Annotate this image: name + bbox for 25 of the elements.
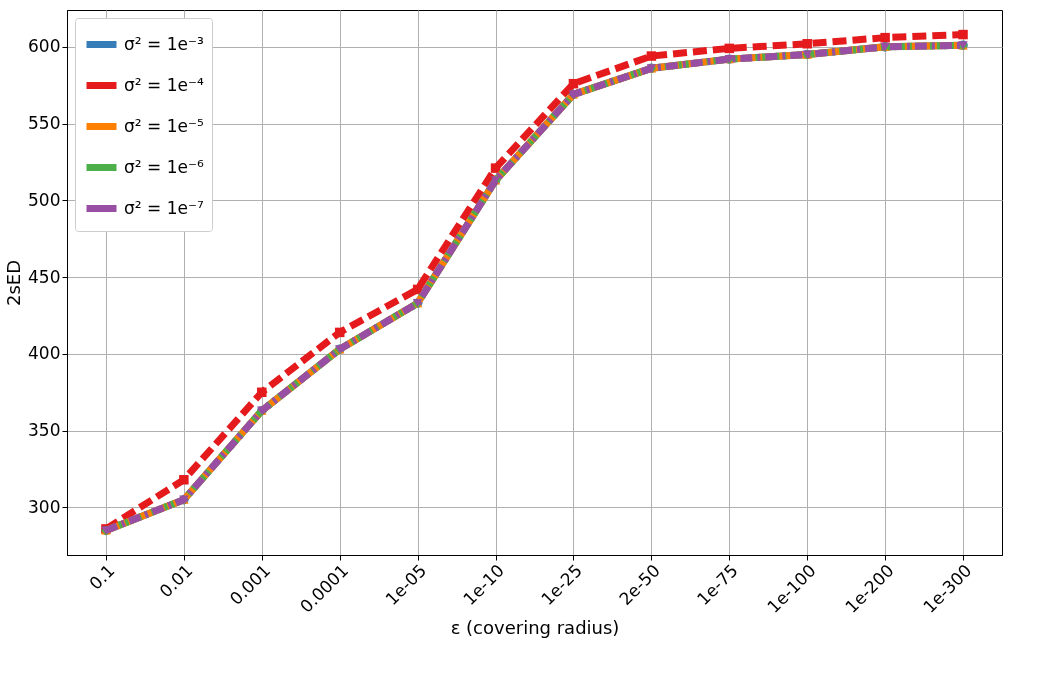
- y-tick-label: 450: [28, 266, 61, 287]
- x-axis-title: ε (covering radius): [450, 617, 620, 639]
- point: [958, 29, 968, 40]
- y-tick-label: 350: [28, 420, 61, 441]
- y-tick-label: 550: [28, 113, 61, 134]
- y-tick-label: 600: [28, 36, 61, 57]
- point: [490, 163, 501, 173]
- legend-label: σ² = 1e⁻⁴: [124, 74, 204, 95]
- point: [179, 475, 189, 485]
- point: [724, 43, 735, 54]
- point: [257, 387, 267, 398]
- y-axis-title: 2sED: [3, 259, 25, 307]
- y-tick-label: 300: [28, 496, 61, 517]
- legend-label: σ² = 1e⁻⁷: [124, 197, 204, 218]
- point: [334, 327, 345, 338]
- legend-label: σ² = 1e⁻⁵: [124, 115, 204, 136]
- y-tick-label: 400: [28, 343, 61, 364]
- legend-label: σ² = 1e⁻⁶: [124, 156, 204, 177]
- point: [880, 32, 890, 43]
- legend-label: σ² = 1e⁻³: [124, 33, 204, 54]
- x-tick-label: 0.1: [85, 560, 119, 594]
- y-tick-label: 500: [28, 189, 61, 210]
- point: [802, 39, 812, 49]
- point: [568, 78, 579, 89]
- point: [646, 51, 657, 61]
